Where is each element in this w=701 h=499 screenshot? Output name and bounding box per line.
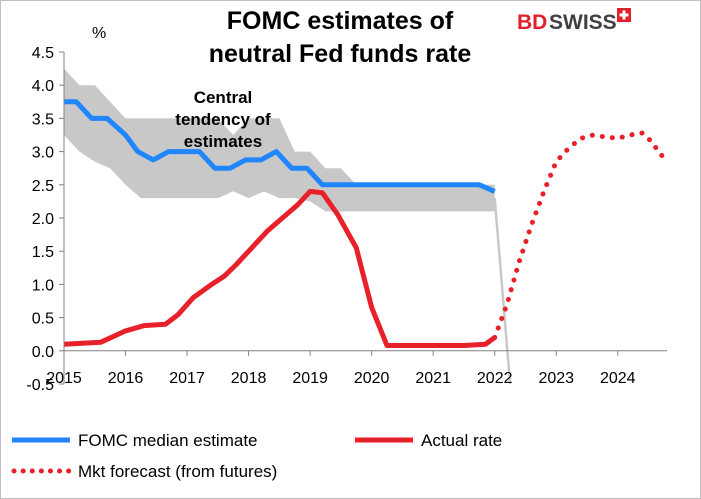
logo-text-bd: BD xyxy=(517,11,547,34)
y-tick-label: 0.0 xyxy=(32,344,54,361)
x-tick-label: 2016 xyxy=(108,370,144,387)
y-tick-label: 4.5 xyxy=(32,45,54,62)
x-tick-label: 2019 xyxy=(292,370,328,387)
central-tendency-band xyxy=(64,68,495,212)
x-tick-label: 2021 xyxy=(415,370,451,387)
series-line-fomc-median xyxy=(64,99,496,194)
y-tick-label: 1.5 xyxy=(32,244,54,261)
legend-label-actual-rate: Actual rate xyxy=(421,431,502,450)
chart-title-line-1: FOMC estimates of xyxy=(227,7,454,35)
x-tick-label: 2020 xyxy=(354,370,390,387)
y-tick-label: 0.5 xyxy=(32,311,54,328)
x-tick-label: 2024 xyxy=(600,370,636,387)
swiss-cross-icon xyxy=(617,8,631,22)
y-tick-label: 1.0 xyxy=(32,277,54,294)
legend-label-fomc-median: FOMC median estimate xyxy=(78,431,258,450)
y-tick-label: 4.0 xyxy=(32,78,54,95)
y-tick-label: -0.5 xyxy=(26,377,54,394)
legend-label-mkt-forecast: Mkt forecast (from futures) xyxy=(78,462,277,481)
series-line-actual-rate xyxy=(63,188,497,348)
x-tick-label: 2018 xyxy=(231,370,267,387)
chart-title-line-2: neutral Fed funds rate xyxy=(209,40,472,68)
x-tick-label: 2015 xyxy=(46,370,82,387)
legend: FOMC median estimate Actual rate Mkt for… xyxy=(11,431,502,481)
x-tick-label: 2023 xyxy=(538,370,574,387)
x-tick-label: 2022 xyxy=(477,370,513,387)
y-tick-label: 2.5 xyxy=(32,178,54,195)
annotation-line-3: estimates xyxy=(184,132,262,151)
annotation-line-1: Central xyxy=(194,88,253,107)
x-tick-label: 2017 xyxy=(169,370,205,387)
connector-line xyxy=(493,197,512,385)
bdswiss-logo: BD SWISS xyxy=(517,8,631,34)
logo-text-swiss: SWISS xyxy=(549,11,617,34)
series-line-mkt-forecast xyxy=(492,130,670,340)
y-tick-label: 2.0 xyxy=(32,211,54,228)
annotation-line-2: tendency of xyxy=(175,110,271,129)
y-tick-label: 3.5 xyxy=(32,111,54,128)
y-axis-unit-label: % xyxy=(92,25,106,42)
y-tick-label: 3.0 xyxy=(32,145,54,162)
